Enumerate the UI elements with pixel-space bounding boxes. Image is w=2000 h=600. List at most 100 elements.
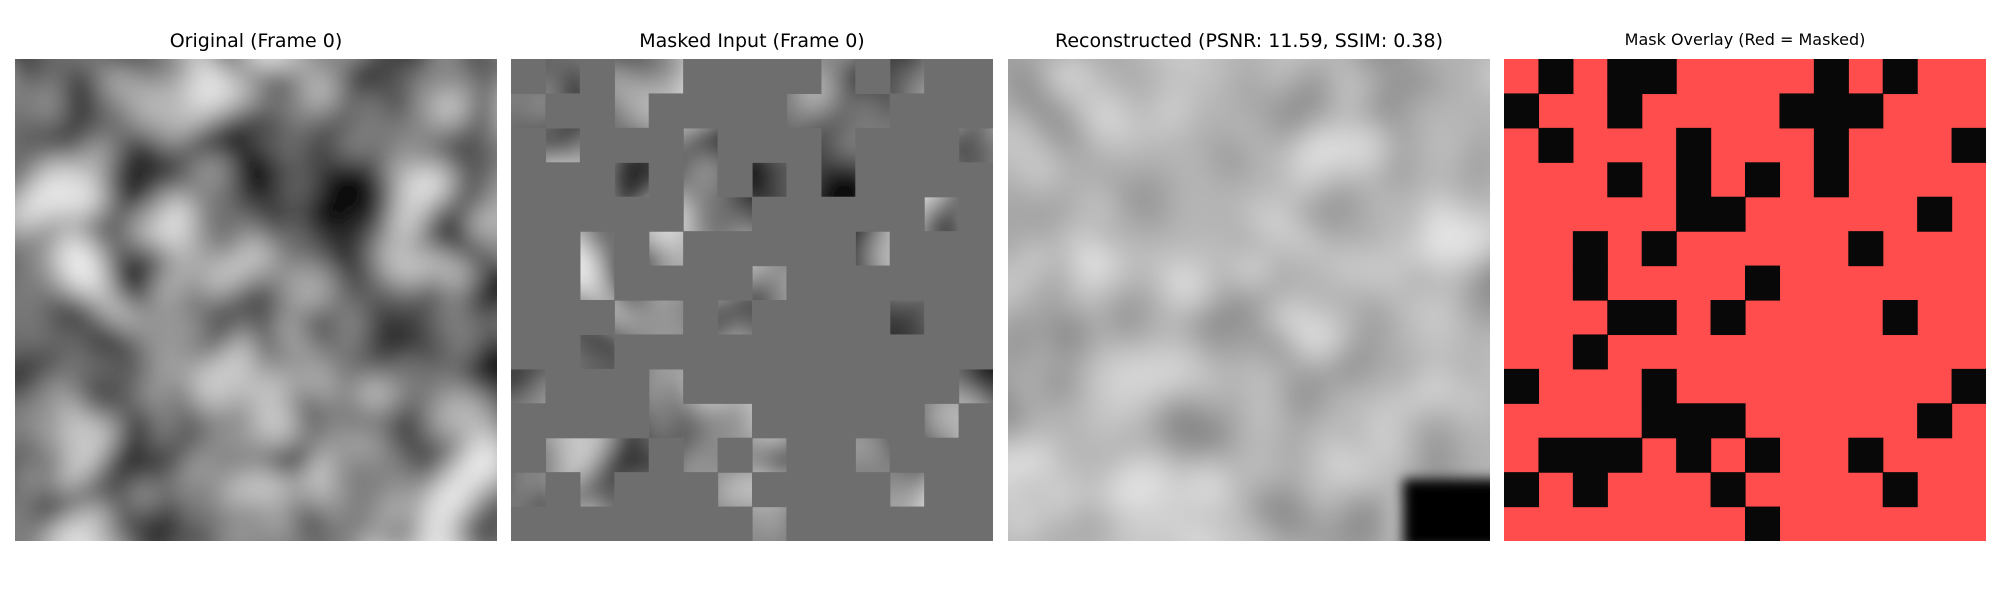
masked-patch bbox=[614, 506, 650, 541]
masked-patch bbox=[648, 506, 684, 541]
masked-patch bbox=[579, 506, 615, 541]
masked-patch bbox=[786, 162, 822, 198]
visible-patch bbox=[1745, 162, 1781, 198]
masked-patch bbox=[545, 506, 581, 541]
masked-patch bbox=[889, 162, 925, 198]
visible-patch bbox=[1607, 300, 1643, 336]
visible-patch bbox=[1813, 127, 1849, 163]
masked-patch bbox=[511, 265, 547, 301]
visible-patch bbox=[1641, 300, 1677, 336]
visible-patch bbox=[1572, 265, 1608, 301]
visible-patch bbox=[1745, 437, 1781, 473]
masked-patch bbox=[752, 231, 788, 267]
visible-patch bbox=[1710, 196, 1746, 232]
masked-patch bbox=[924, 59, 960, 95]
masked-patch bbox=[545, 334, 581, 370]
visible-patch bbox=[1779, 93, 1815, 129]
visible-patch bbox=[1676, 127, 1712, 163]
masked-patch bbox=[511, 437, 547, 473]
masked-patch bbox=[752, 127, 788, 163]
masked-patch bbox=[889, 334, 925, 370]
masked-patch bbox=[683, 472, 719, 508]
original-image bbox=[15, 59, 497, 541]
masked-patch bbox=[545, 472, 581, 508]
visible-patch bbox=[1745, 506, 1781, 541]
masked-patch bbox=[511, 127, 547, 163]
masked-patch bbox=[820, 472, 856, 508]
masked-patch bbox=[924, 506, 960, 541]
visible-patch bbox=[1848, 231, 1884, 267]
visible-patch bbox=[1710, 403, 1746, 439]
masked-patch bbox=[889, 93, 925, 129]
masked-patch bbox=[820, 231, 856, 267]
masked-patch bbox=[545, 162, 581, 198]
visible-patch bbox=[1882, 59, 1918, 95]
visible-patch bbox=[1676, 437, 1712, 473]
masked-patch bbox=[579, 368, 615, 404]
masked-patch bbox=[683, 334, 719, 370]
masked-patch bbox=[579, 403, 615, 439]
masked-patch bbox=[579, 93, 615, 129]
masked-patch bbox=[614, 403, 650, 439]
masked-patch bbox=[511, 403, 547, 439]
masked-patch bbox=[958, 93, 993, 129]
masked-patch bbox=[958, 196, 993, 232]
masked-patch bbox=[648, 334, 684, 370]
masked-patch bbox=[889, 437, 925, 473]
masked-patch bbox=[579, 59, 615, 95]
masked-patch bbox=[683, 506, 719, 541]
masked-patch bbox=[889, 368, 925, 404]
masked-patch bbox=[648, 472, 684, 508]
masked-patch bbox=[648, 196, 684, 232]
visible-patch bbox=[1641, 368, 1677, 404]
masked-patch bbox=[855, 300, 891, 336]
panel-original: Original (Frame 0) bbox=[15, 0, 497, 600]
visible-patch bbox=[1607, 59, 1643, 95]
masked-patch bbox=[717, 231, 753, 267]
panel-title-reconstructed: Reconstructed (PSNR: 11.59, SSIM: 0.38) bbox=[1055, 30, 1443, 52]
masked-patch bbox=[924, 334, 960, 370]
masked-patch bbox=[855, 127, 891, 163]
masked-patch bbox=[855, 472, 891, 508]
masked-patch bbox=[717, 127, 753, 163]
masked-input-image bbox=[511, 59, 993, 541]
masked-patch bbox=[958, 334, 993, 370]
masked-patch bbox=[924, 368, 960, 404]
masked-patch bbox=[889, 506, 925, 541]
masked-patch bbox=[786, 368, 822, 404]
masked-patch bbox=[752, 472, 788, 508]
masked-patch bbox=[614, 231, 650, 267]
masked-patch bbox=[786, 196, 822, 232]
masked-patch bbox=[614, 368, 650, 404]
panel-masked-input: Masked Input (Frame 0) bbox=[511, 0, 993, 600]
masked-patch bbox=[545, 93, 581, 129]
masked-patch bbox=[511, 334, 547, 370]
visible-patch bbox=[1882, 472, 1918, 508]
masked-patch bbox=[579, 127, 615, 163]
masked-patch bbox=[717, 59, 753, 95]
visible-patch bbox=[1504, 368, 1540, 404]
masked-patch bbox=[786, 59, 822, 95]
masked-patch bbox=[958, 437, 993, 473]
masked-patch bbox=[648, 265, 684, 301]
masked-patch bbox=[958, 59, 993, 95]
visible-patch bbox=[1882, 300, 1918, 336]
masked-patch bbox=[545, 403, 581, 439]
masked-patch bbox=[889, 127, 925, 163]
masked-patch bbox=[683, 59, 719, 95]
masked-patch bbox=[855, 265, 891, 301]
visible-patch bbox=[1813, 162, 1849, 198]
masked-patch bbox=[545, 265, 581, 301]
masked-patch bbox=[820, 403, 856, 439]
masked-patch bbox=[889, 403, 925, 439]
masked-patch bbox=[786, 437, 822, 473]
masked-patch bbox=[924, 162, 960, 198]
masked-patch bbox=[786, 403, 822, 439]
masked-patch bbox=[855, 59, 891, 95]
masked-patch bbox=[924, 93, 960, 129]
masked-patch bbox=[579, 162, 615, 198]
visible-patch bbox=[1917, 196, 1953, 232]
visible-patch bbox=[1951, 368, 1986, 404]
visible-patch bbox=[1538, 437, 1574, 473]
masked-patch bbox=[820, 196, 856, 232]
